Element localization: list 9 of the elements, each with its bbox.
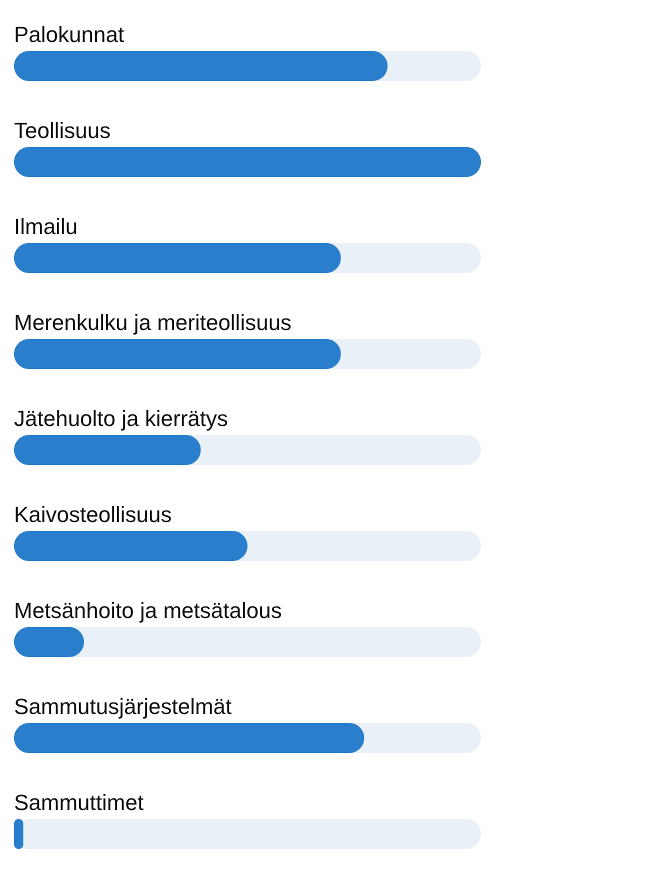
y-tick-label: Sammuttimet (14, 790, 144, 815)
y-tick-label: Palokunnat (14, 22, 124, 47)
y-tick-label: Teollisuus (14, 118, 111, 143)
y-tick-label: Merenkulku ja meriteollisuus (14, 310, 292, 335)
y-tick-label: Sammutusjärjestelmät (14, 694, 232, 719)
y-tick-label: Kaivosteollisuus (14, 502, 172, 527)
y-tick-label: Ilmailu (14, 214, 78, 239)
y-tick-label: Metsänhoito ja metsätalous (14, 598, 282, 623)
y-tick-label: Jätehuolto ja kierrätys (14, 406, 228, 431)
